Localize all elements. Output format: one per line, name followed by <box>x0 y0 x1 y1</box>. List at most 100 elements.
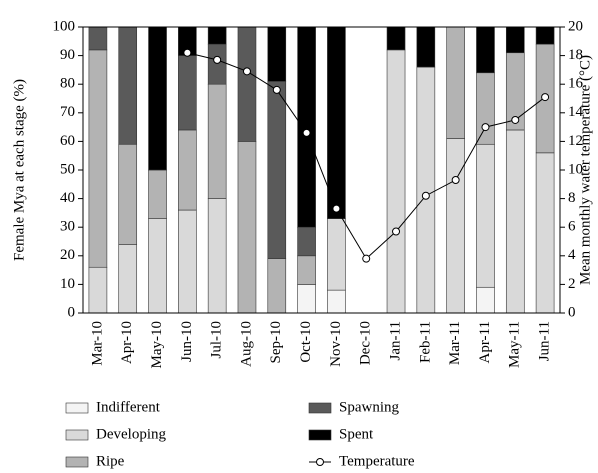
bar-segment <box>446 26 465 139</box>
x-tick-label: Feb-11 <box>417 321 433 363</box>
temperature-marker <box>302 128 311 137</box>
legend-label: Ripe <box>96 453 125 469</box>
temperature-marker <box>541 93 550 102</box>
legend-swatch <box>65 429 89 441</box>
y2-tick-label: 14 <box>568 104 584 120</box>
bar-segment <box>207 198 227 314</box>
bar-segment <box>327 218 346 291</box>
y2-tick-label: 8 <box>568 190 576 206</box>
y2-tick-label: 4 <box>568 247 576 263</box>
bar-segment <box>297 284 316 314</box>
bar-segment <box>178 55 197 131</box>
x-tick-label: Apr-11 <box>477 321 493 363</box>
bar-segment <box>505 26 525 54</box>
bar-segment <box>178 209 197 314</box>
y-axis-label: Female Mya at each stage (%) <box>11 79 27 261</box>
bar-segment <box>207 43 227 85</box>
legend-swatch <box>308 429 332 441</box>
bar-segment <box>386 49 406 314</box>
y-tick-label: 40 <box>60 190 75 206</box>
y-tick-label: 50 <box>60 161 75 177</box>
x-tick-label: May-11 <box>507 321 523 368</box>
legend-swatch <box>65 456 89 468</box>
bar-segment <box>327 289 346 314</box>
x-tick-label: Jan-11 <box>387 321 403 360</box>
bar-segment <box>327 26 346 219</box>
bar-segment <box>446 138 465 314</box>
temperature-marker <box>183 48 192 57</box>
x-tick-label: Apr-10 <box>119 321 135 364</box>
bar-segment <box>207 83 227 199</box>
legend-swatch <box>65 402 89 414</box>
legend-label: Spent <box>339 426 374 442</box>
bar-segment <box>118 26 138 145</box>
bar-segment <box>476 26 495 74</box>
bar-segment <box>535 26 555 45</box>
bar-segment <box>476 72 495 145</box>
y2-tick-label: 18 <box>568 47 583 63</box>
y2-tick-label: 2 <box>568 276 576 292</box>
y-tick-label: 0 <box>68 304 76 320</box>
temperature-marker <box>332 204 341 213</box>
bar-segment <box>416 26 436 68</box>
y-tick-label: 10 <box>60 276 75 292</box>
bar-segment <box>476 143 495 288</box>
y2-axis-label: Mean monthly water temperature (°C) <box>577 55 593 285</box>
bar-segment <box>535 152 555 314</box>
bar-segment <box>386 26 406 51</box>
x-tick-label: Sep-10 <box>268 321 284 364</box>
bar-segment <box>476 286 495 314</box>
bar-segment <box>118 143 138 245</box>
bar-segment <box>118 244 138 314</box>
bar-segment <box>88 266 108 314</box>
bar-segment <box>148 26 167 171</box>
bar-segment <box>148 218 167 314</box>
legend-label: Developing <box>96 426 166 442</box>
bar-segment <box>88 49 108 268</box>
legend-label: Spawning <box>339 399 400 415</box>
bar-segment <box>148 169 167 219</box>
x-tick-label: Jun-10 <box>179 321 195 362</box>
temperature-marker <box>272 85 281 94</box>
bar-segment <box>178 129 197 211</box>
bar-segment <box>267 81 287 259</box>
x-tick-label: Aug-10 <box>238 321 254 367</box>
bar-segment <box>207 26 227 45</box>
legend-swatch <box>308 402 332 414</box>
bar-segment <box>297 255 316 285</box>
legend-label: Temperature <box>339 453 415 469</box>
temperature-marker <box>421 191 430 200</box>
y2-tick-label: 0 <box>568 304 576 320</box>
legend-marker <box>316 458 324 466</box>
y2-tick-label: 16 <box>568 76 584 92</box>
y-tick-label: 30 <box>60 219 75 235</box>
y-tick-label: 70 <box>60 104 75 120</box>
y2-tick-label: 12 <box>568 133 583 149</box>
temperature-marker <box>451 176 460 185</box>
bar-segment <box>237 141 257 314</box>
x-tick-label: Jul-10 <box>209 321 225 359</box>
x-tick-label: May-10 <box>149 321 165 369</box>
x-tick-label: Oct-10 <box>298 321 314 363</box>
bar-segment <box>505 129 525 314</box>
bar-segment <box>297 226 316 257</box>
y2-tick-label: 6 <box>568 219 576 235</box>
y2-tick-label: 20 <box>568 18 583 34</box>
x-tick-label: Mar-11 <box>447 321 463 365</box>
x-tick-label: Nov-10 <box>328 321 344 367</box>
y2-tick-label: 10 <box>568 161 583 177</box>
y-tick-label: 20 <box>60 247 75 263</box>
plot-frame <box>82 26 561 314</box>
bar-segment <box>267 26 287 82</box>
y-tick-label: 80 <box>60 76 75 92</box>
bar-segment <box>237 26 257 142</box>
y-tick-label: 90 <box>60 47 75 63</box>
x-tick-label: Dec-10 <box>358 321 374 365</box>
x-tick-label: Mar-10 <box>89 321 105 366</box>
temperature-marker <box>511 115 520 124</box>
temperature-marker <box>242 67 251 76</box>
temperature-marker <box>362 254 371 263</box>
legend-label: Indifferent <box>96 399 161 415</box>
bar-segment <box>267 258 287 314</box>
